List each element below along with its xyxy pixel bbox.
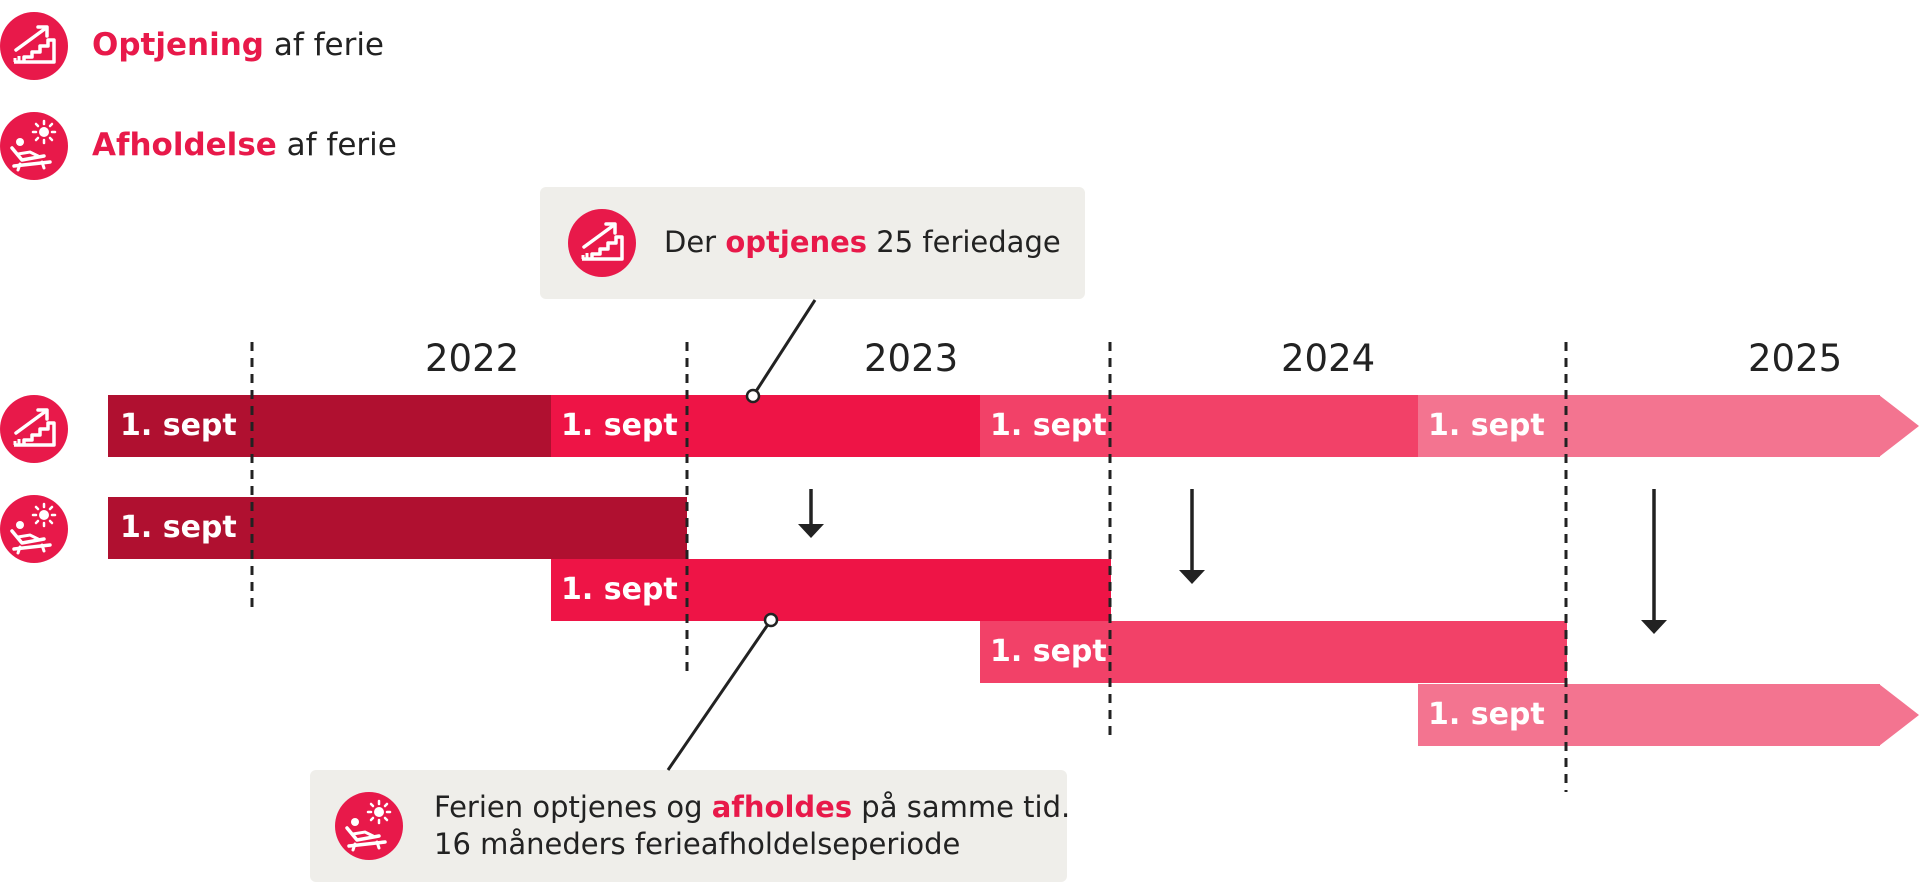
earning-arrow-head xyxy=(1879,395,1919,457)
callout-earning-suffix: 25 feriedage xyxy=(867,225,1061,259)
down-arrows xyxy=(798,489,1667,634)
callout-holding-highlight: afholdes xyxy=(711,790,853,824)
legend-earning-label: Optjening af ferie xyxy=(92,27,384,63)
legend-holding-rest: af ferie xyxy=(276,127,397,163)
year-label: 2024 xyxy=(1281,337,1376,380)
callout-holding-prefix: Ferien optjenes og xyxy=(434,790,712,824)
earning-bar-period-2 xyxy=(551,395,980,457)
holding-bar-period-2 xyxy=(551,559,1111,621)
earning-bar-label: 1. sept xyxy=(561,408,678,443)
legend-holding-label: Afholdelse af ferie xyxy=(92,127,397,163)
connector-lines xyxy=(666,299,817,771)
year-label: 2025 xyxy=(1748,337,1843,380)
earning-bar-period-1 xyxy=(108,395,551,457)
connector-dot xyxy=(745,388,761,404)
callout-earning-prefix: Der xyxy=(664,225,726,259)
earning-bar-period-3 xyxy=(980,395,1418,457)
connector-dot xyxy=(763,612,779,628)
callout-holding-line1: Ferien optjenes og afholdes på samme tid… xyxy=(434,789,1070,826)
legend-earning-highlight: Optjening xyxy=(92,27,264,63)
year-label: 2023 xyxy=(864,337,959,380)
earning-bar-label: 1. sept xyxy=(1428,408,1545,443)
callout-earning: Der optjenes 25 feriedage xyxy=(540,187,1085,299)
callout-holding-suffix: på samme tid. xyxy=(852,790,1071,824)
earning-bar-label: 1. sept xyxy=(990,408,1107,443)
earning-bar-period-4 xyxy=(1418,395,1880,457)
holding-bar-label: 1. sept xyxy=(1428,697,1545,732)
holding-bar-period-1 xyxy=(108,497,687,559)
legend-holding-highlight: Afholdelse xyxy=(92,127,277,163)
holding-bar-label: 1. sept xyxy=(561,572,678,607)
callout-holding-line2: 16 måneders ferieafholdelseperiode xyxy=(434,827,961,861)
callout-earning-text: Der optjenes 25 feriedage xyxy=(664,224,1061,261)
earning-bar-label: 1. sept xyxy=(120,408,237,443)
legend-earning-rest: af ferie xyxy=(263,27,385,63)
holding-bar-label: 1. sept xyxy=(120,510,237,545)
holding-bar-label: 1. sept xyxy=(990,634,1107,669)
holding-arrow-head xyxy=(1879,684,1919,746)
callout-earning-highlight: optjenes xyxy=(725,225,868,259)
year-label: 2022 xyxy=(425,337,520,380)
holding-bar-period-3 xyxy=(980,621,1567,683)
holding-bar-period-4 xyxy=(1418,684,1880,746)
callout-holding: Ferien optjenes og afholdes på samme tid… xyxy=(310,770,1070,882)
